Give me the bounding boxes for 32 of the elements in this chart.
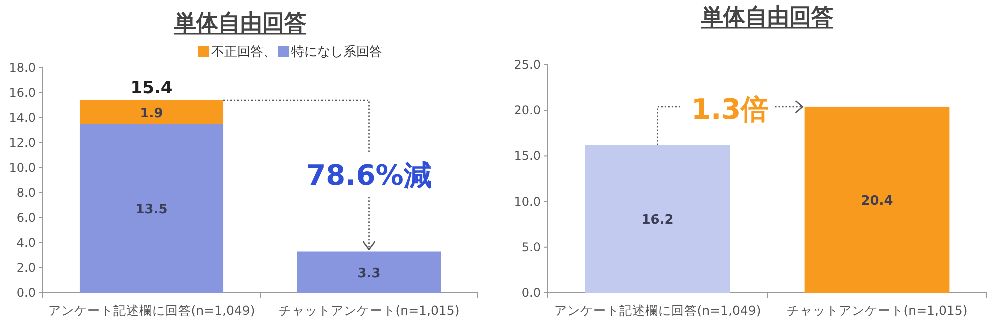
data-label: 16.2 [642,213,674,228]
y-tick-label: 10.0 [9,161,36,175]
y-tick-label: 10.0 [514,194,541,209]
y-tick-label: 2.0 [16,261,36,275]
y-tick-label: 25.0 [514,58,541,72]
y-tick-label: 8.0 [16,186,36,200]
y-tick-label: 6.0 [16,211,36,225]
chart-title: 単体自由回答 [700,5,834,30]
annotation: 78.6%減 [306,159,432,192]
x-tick-label: チャットアンケート(n=1,015) [786,303,968,318]
y-tick-label: 0.0 [522,286,541,300]
data-label: 13.5 [136,202,168,218]
y-tick-label: 20.0 [514,104,541,118]
y-tick-label: 18.0 [9,61,36,75]
y-tick-label: 4.0 [16,236,36,250]
chart-title: 単体自由回答 [174,11,306,36]
legend-label: 不正回答、 [212,45,276,60]
y-tick-label: 16.0 [9,86,36,100]
data-label: 20.4 [861,194,894,209]
x-tick-label: アンケート記述欄に回答(n=1,049) [48,303,256,318]
data-label: 1.9 [140,106,164,122]
y-tick-label: 0.0 [16,286,36,300]
legend-label: 特になし系回答 [292,45,382,60]
x-tick-label: チャットアンケート(n=1,015) [278,303,460,318]
annotation: 1.3倍 [691,92,770,126]
y-tick-label: 12.0 [9,136,36,150]
data-label: 3.3 [358,266,381,282]
y-tick-label: 14.0 [9,111,36,125]
y-tick-label: 15.0 [514,149,541,164]
x-tick-label: アンケート記述欄に回答(n=1,049) [554,303,762,318]
total-label: 15.4 [130,78,173,98]
y-tick-label: 5.0 [522,240,541,254]
